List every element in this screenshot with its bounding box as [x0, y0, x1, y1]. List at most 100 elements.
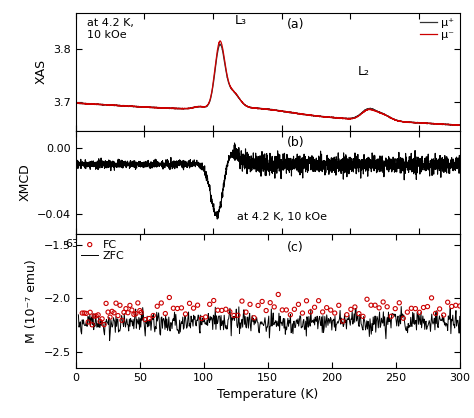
μ⁺ [389, 116, 395, 121]
FC [137, 309, 145, 316]
FC [198, 315, 205, 322]
FC [78, 310, 86, 316]
Y-axis label: XMCD: XMCD [18, 163, 31, 201]
FC [202, 314, 210, 320]
μ⁻ [305, 112, 311, 117]
Text: (b): (b) [287, 136, 305, 149]
FC [319, 308, 327, 315]
μ⁻ [457, 123, 463, 128]
FC [343, 311, 351, 318]
FC [194, 302, 201, 308]
FC [108, 308, 116, 315]
FC [210, 297, 218, 304]
FC [403, 309, 411, 316]
FC [408, 305, 415, 312]
Legend: μ⁺, μ⁻: μ⁺, μ⁻ [420, 18, 454, 40]
μ⁺ [218, 42, 223, 47]
FC [162, 310, 169, 317]
FC [206, 301, 213, 308]
FC [165, 294, 173, 301]
FC [226, 308, 234, 315]
FC [130, 311, 137, 318]
FC [122, 305, 130, 312]
FC [94, 311, 102, 318]
FC [335, 302, 343, 308]
μ⁺ [455, 123, 460, 128]
Text: (c): (c) [287, 241, 304, 254]
FC [141, 316, 149, 323]
FC [112, 300, 120, 306]
ZFC [249, 317, 255, 322]
FC [254, 302, 262, 309]
FC [367, 302, 375, 308]
FC [154, 303, 161, 310]
μ⁻ [375, 110, 381, 115]
Y-axis label: XAS: XAS [35, 59, 48, 84]
FC [323, 304, 330, 311]
FC [351, 303, 359, 310]
FC [327, 307, 335, 314]
FC [124, 309, 132, 316]
FC [258, 298, 266, 305]
FC [271, 303, 278, 310]
ZFC [398, 304, 404, 309]
X-axis label: Temperature (K): Temperature (K) [217, 388, 319, 401]
μ⁻ [217, 38, 223, 43]
FC [81, 310, 88, 316]
FC [395, 299, 403, 306]
FC [339, 318, 346, 324]
FC [116, 302, 124, 308]
FC [456, 303, 464, 309]
μ⁺ [457, 122, 463, 127]
FC [96, 318, 104, 325]
FC [315, 297, 322, 304]
Text: at 4.2 K,
10 kOe: at 4.2 K, 10 kOe [87, 18, 134, 40]
FC [186, 300, 193, 307]
FC [444, 299, 451, 306]
FC [263, 307, 270, 314]
FC [136, 307, 144, 314]
FC [375, 305, 383, 311]
ZFC [107, 338, 112, 343]
FC [190, 305, 197, 311]
FC [331, 310, 338, 316]
FC [363, 296, 371, 303]
μ⁺ [246, 104, 252, 110]
FC [452, 302, 459, 308]
FC [400, 315, 407, 321]
FC [419, 304, 427, 311]
Text: at 4.2 K, 10 kOe: at 4.2 K, 10 kOe [237, 212, 327, 222]
FC [114, 312, 122, 319]
FC [91, 313, 98, 319]
FC [416, 309, 423, 316]
μ⁺ [216, 45, 221, 50]
μ⁻ [216, 42, 221, 47]
FC [88, 321, 96, 328]
μ⁻ [455, 122, 460, 127]
FC [218, 307, 226, 314]
Line: ZFC: ZFC [78, 306, 460, 341]
FC [379, 298, 387, 305]
FC [448, 303, 456, 310]
FC [222, 306, 229, 313]
μ⁻ [389, 116, 395, 121]
FC [92, 313, 100, 319]
FC [355, 310, 363, 317]
FC [428, 295, 435, 301]
FC [392, 305, 399, 312]
FC [424, 303, 431, 310]
FC [86, 309, 94, 316]
FC [106, 314, 114, 321]
FC [432, 310, 439, 317]
ZFC [144, 321, 149, 326]
FC [132, 310, 140, 317]
FC [440, 312, 447, 319]
FC [436, 306, 443, 312]
FC [82, 310, 90, 317]
FC [178, 305, 185, 311]
FC [173, 305, 181, 312]
μ⁺ [375, 109, 381, 114]
FC [311, 304, 319, 311]
μ⁺ [305, 112, 311, 117]
Legend: FC, ZFC: FC, ZFC [82, 240, 124, 261]
